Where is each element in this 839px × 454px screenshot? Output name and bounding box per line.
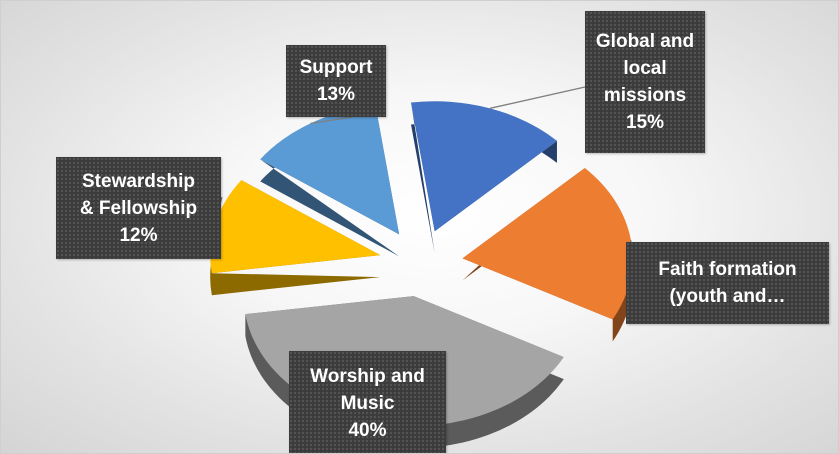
pie-slice-top-stewardship-fellowship bbox=[210, 180, 381, 274]
data-label-stewardship-fellowship: Stewardship & Fellowship 12% bbox=[56, 157, 221, 259]
pie-slice-faith-formation bbox=[462, 168, 633, 342]
pie-slice-top-support bbox=[260, 105, 400, 235]
pie-slice-top-faith-formation bbox=[462, 168, 633, 320]
data-label-worship-music: Worship and Music 40% bbox=[289, 351, 446, 453]
data-label-global-missions: Global and local missions 15% bbox=[585, 11, 705, 153]
pie-slice-top-global-missions bbox=[411, 101, 557, 232]
pie-slice-global-missions bbox=[411, 101, 557, 254]
pie-slice-support bbox=[260, 105, 400, 257]
data-label-faith-formation: Faith formation (youth and… bbox=[626, 242, 829, 324]
leader-line-global-missions bbox=[489, 86, 586, 109]
pie-slice-stewardship-fellowship bbox=[210, 180, 381, 296]
leader-line-support bbox=[310, 116, 354, 125]
data-label-support: Support 13% bbox=[286, 45, 386, 117]
